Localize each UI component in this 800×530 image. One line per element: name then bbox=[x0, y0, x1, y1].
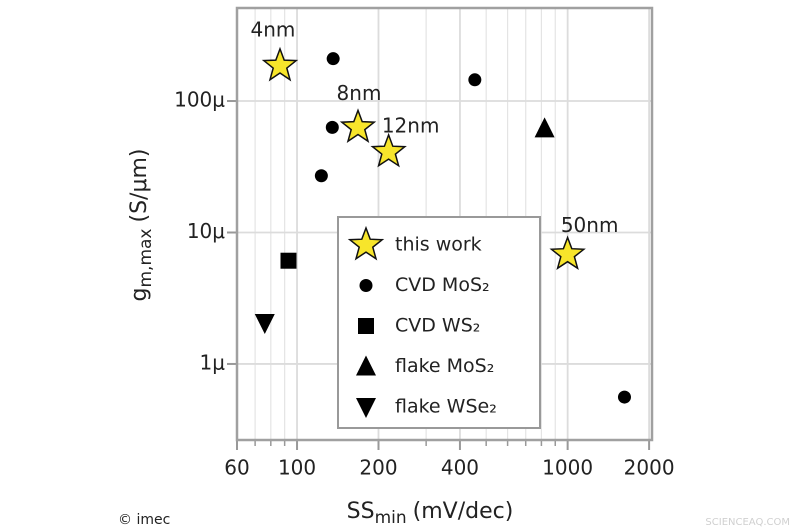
x-label-sub: min bbox=[375, 508, 407, 528]
triangle-marker bbox=[254, 313, 275, 334]
x-tick-label: 100 bbox=[278, 456, 316, 480]
x-tick-label: 200 bbox=[359, 456, 397, 480]
y-tick-label: 1μ bbox=[200, 350, 226, 374]
circle-marker bbox=[314, 169, 328, 183]
legend-label: flake MoS₂ bbox=[395, 355, 494, 377]
circle-marker bbox=[468, 73, 482, 87]
x-tick-label: 60 bbox=[224, 456, 249, 480]
y-label-sub: m,max bbox=[136, 229, 156, 288]
circle-marker bbox=[617, 390, 631, 404]
y-tick-label: 100μ bbox=[174, 88, 225, 112]
x-tick-label: 1000 bbox=[542, 456, 593, 480]
y-axis-label: gm,max (S/μm) bbox=[127, 149, 156, 302]
circle-marker bbox=[326, 52, 340, 66]
y-tick-label: 10μ bbox=[187, 219, 225, 243]
credit: © imec bbox=[118, 512, 170, 528]
star-marker bbox=[549, 235, 586, 271]
y-label-unit: (S/μm) bbox=[127, 149, 152, 223]
legend-label: CVD MoS₂ bbox=[395, 274, 490, 296]
circle-marker bbox=[325, 120, 339, 134]
plot-frame bbox=[235, 6, 654, 442]
point-label: 12nm bbox=[382, 113, 440, 137]
legend-label: this work bbox=[395, 234, 482, 256]
x-label-main: SS bbox=[347, 499, 375, 524]
legend-label: flake WSe₂ bbox=[395, 396, 497, 418]
star-marker bbox=[261, 46, 299, 82]
square-marker bbox=[358, 318, 374, 334]
triangle-marker bbox=[356, 398, 376, 418]
circle-marker bbox=[359, 279, 373, 292]
square-marker bbox=[280, 252, 297, 269]
x-tick-label: 2000 bbox=[624, 456, 675, 480]
x-tick-label: 400 bbox=[441, 456, 479, 480]
point-label: 50nm bbox=[561, 213, 619, 237]
x-axis-label: SSmin (mV/dec) bbox=[347, 499, 514, 528]
star-marker bbox=[339, 108, 377, 143]
y-label-main: g bbox=[127, 288, 152, 302]
triangle-marker bbox=[534, 117, 555, 138]
point-label: 4nm bbox=[251, 17, 296, 41]
watermark: SCIENCEAQ.COM bbox=[705, 517, 790, 528]
triangle-marker bbox=[356, 355, 376, 376]
x-label-unit: (mV/dec) bbox=[413, 499, 514, 524]
point-label: 8nm bbox=[337, 81, 382, 105]
legend-label: CVD WS₂ bbox=[395, 315, 480, 337]
star-marker bbox=[347, 225, 385, 261]
star-marker bbox=[370, 132, 407, 168]
